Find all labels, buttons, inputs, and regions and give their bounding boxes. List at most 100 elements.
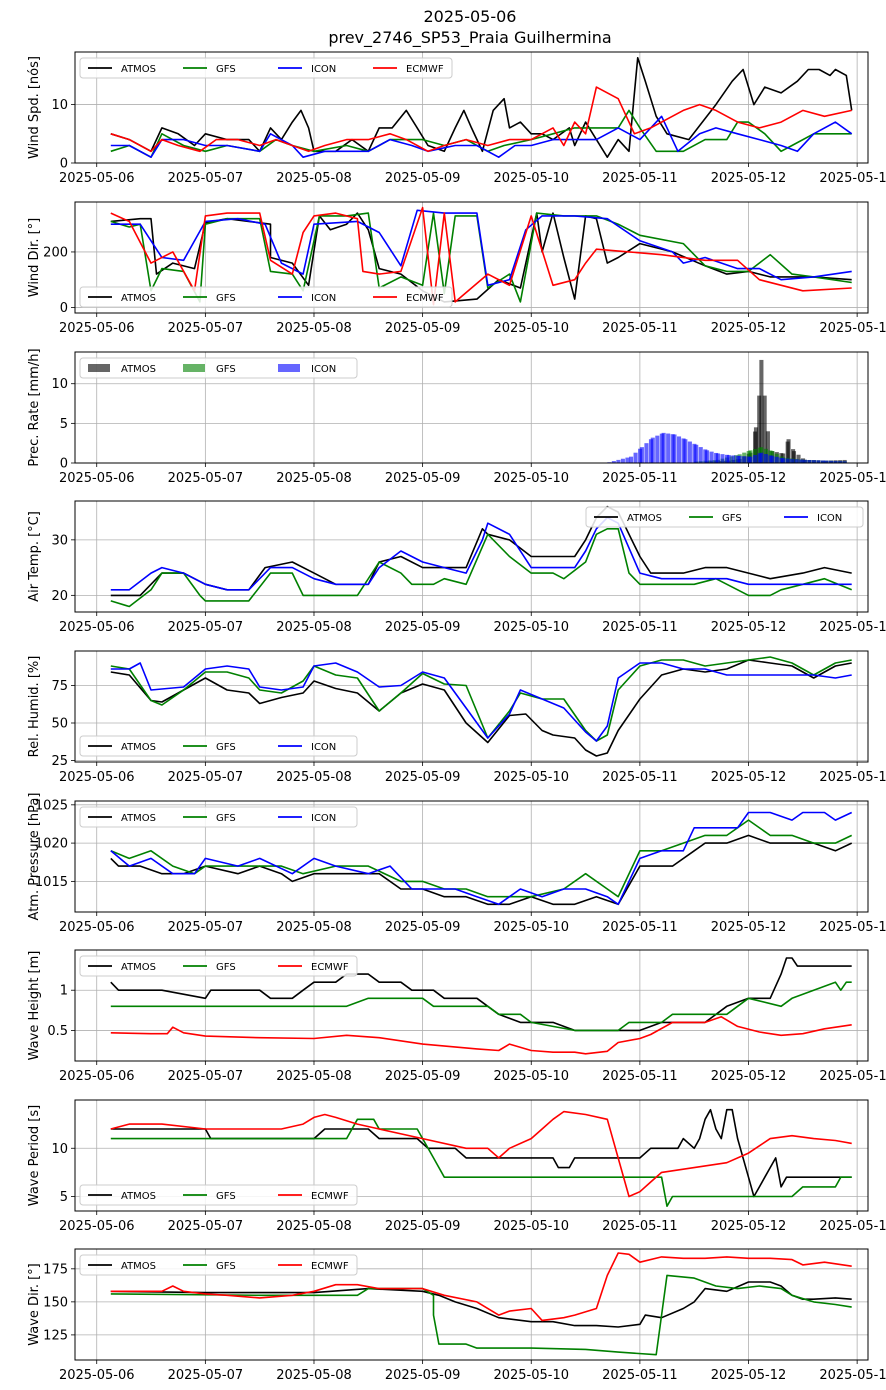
figure-title: 2025-05-06 <box>423 7 517 26</box>
x-tick-label: 2025-05-06 <box>59 1219 135 1234</box>
y-tick-label: 1015 <box>35 875 68 890</box>
y-tick-label: 10 <box>51 1142 68 1157</box>
precip-bar <box>786 439 791 463</box>
y-tick-label: 1 <box>60 984 68 999</box>
legend: ATMOS GFS ECMWF <box>79 1184 358 1206</box>
x-tick-label: 2025-05-12 <box>711 471 787 486</box>
x-tick-label: 2025-05-09 <box>385 1069 461 1084</box>
precip-bar <box>698 447 703 463</box>
precip-bar <box>639 447 644 463</box>
x-tick-label: 2025-05-09 <box>385 321 461 336</box>
x-tick-label: 2025-05-13 <box>819 620 886 635</box>
precip-bar <box>833 460 838 463</box>
precip-bar <box>650 437 655 463</box>
series-line-gfs <box>110 819 853 898</box>
plot-area <box>607 359 847 463</box>
x-tick-label: 2025-05-09 <box>385 620 461 635</box>
y-tick-label: 175 <box>43 1262 68 1277</box>
axes-frame <box>74 800 869 913</box>
x-tick-label: 2025-05-06 <box>59 171 135 186</box>
x-tick-label: 2025-05-07 <box>168 1368 244 1383</box>
legend-label: GFS <box>216 742 236 753</box>
x-tick-label: 2025-05-12 <box>711 1219 787 1234</box>
x-tick-label: 2025-05-12 <box>711 920 787 935</box>
y-tick-label: 50 <box>51 717 68 732</box>
legend: ATMOS GFS ICON ECMWF <box>79 286 453 308</box>
x-tick-label: 2025-05-12 <box>711 620 787 635</box>
x-tick-label: 2025-05-11 <box>602 1368 678 1383</box>
x-tick-label: 2025-05-09 <box>385 1219 461 1234</box>
panel-5: 25 50 75 2025-05-06 2025-05-07 2025-05-08 2025… <box>27 650 886 785</box>
series-line-gfs <box>110 1274 852 1356</box>
precip-bar <box>666 433 671 463</box>
series-line-atmos <box>110 1281 852 1328</box>
axes-frame <box>74 949 869 1062</box>
y-tick-label: 5 <box>60 417 68 432</box>
x-tick-label: 2025-05-10 <box>493 1219 569 1234</box>
panel-4: 20 30 2025-05-06 2025-05-07 2025-05-08 2025-0… <box>27 500 886 635</box>
precip-bar <box>705 450 710 463</box>
x-tick-label: 2025-05-06 <box>59 471 135 486</box>
y-axis-label: Prec. Rate [mm/h] <box>27 348 42 466</box>
precip-bar <box>720 454 725 463</box>
x-tick-label: 2025-05-10 <box>493 620 569 635</box>
x-tick-label: 2025-05-13 <box>819 1069 886 1084</box>
panel-1: 0 10 2025-05-06 2025-05-07 2025-05-08 2025-05… <box>27 51 886 186</box>
x-tick-label: 2025-05-06 <box>59 1069 135 1084</box>
x-tick-label: 2025-05-08 <box>276 770 352 785</box>
precip-bar <box>629 456 634 463</box>
series-line-ecmwf <box>110 206 852 306</box>
precip-bar <box>791 451 797 463</box>
series-line-atmos <box>110 834 853 906</box>
legend-label: ATMOS <box>121 1261 156 1272</box>
legend: ATMOS GFS ICON <box>585 506 864 528</box>
legend-box <box>79 955 358 977</box>
legend-label: ICON <box>817 513 842 524</box>
figure-title-block: 2025-05-06 prev_2746_SP53_Praia Guilherm… <box>0 6 886 48</box>
y-tick-label: 20 <box>51 589 68 604</box>
legend-label: GFS <box>722 513 742 524</box>
legend: ATMOS GFS ICON <box>79 735 358 757</box>
x-tick-label: 2025-05-09 <box>385 471 461 486</box>
legend-box <box>79 1184 358 1206</box>
x-tick-label: 2025-05-12 <box>711 1368 787 1383</box>
y-tick-label: 0.5 <box>47 1024 68 1039</box>
x-tick-label: 2025-05-13 <box>819 920 886 935</box>
legend-label: GFS <box>216 293 236 304</box>
legend-label: ATMOS <box>121 364 156 375</box>
legend-box <box>79 806 358 828</box>
precip-bar <box>616 459 621 463</box>
legend-label: ATMOS <box>121 813 156 824</box>
x-tick-label: 2025-05-07 <box>168 1069 244 1084</box>
legend: ATMOS GFS ECMWF <box>79 1254 358 1276</box>
panel-9: 125 150 175 2025-05-06 2025-05-07 2025-05-08 2… <box>27 1248 886 1383</box>
y-tick-label: 200 <box>43 245 68 260</box>
precip-bar <box>762 395 767 463</box>
precip-bar <box>757 395 762 463</box>
x-tick-label: 2025-05-13 <box>819 1219 886 1234</box>
precip-bar <box>672 434 677 463</box>
legend-label: ATMOS <box>121 293 156 304</box>
x-tick-label: 2025-05-07 <box>168 321 244 336</box>
x-tick-label: 2025-05-08 <box>276 620 352 635</box>
series-line-atmos <box>110 957 852 1032</box>
legend: ATMOS GFS ICON ECMWF <box>79 57 453 79</box>
x-tick-label: 2025-05-08 <box>276 1219 352 1234</box>
precip-bar <box>770 455 775 463</box>
precip-bar <box>683 439 688 463</box>
series-line-atmos <box>110 57 853 158</box>
x-tick-label: 2025-05-08 <box>276 1368 352 1383</box>
precip-bar <box>759 452 764 463</box>
x-tick-label: 2025-05-08 <box>276 471 352 486</box>
legend-swatch <box>278 364 300 372</box>
legend-label: ECMWF <box>311 962 349 973</box>
panel-2: 0 200 2025-05-06 2025-05-07 2025-05-08 2025-0… <box>27 201 886 336</box>
legend-label: GFS <box>216 962 236 973</box>
x-tick-label: 2025-05-06 <box>59 770 135 785</box>
x-tick-label: 2025-05-11 <box>602 620 678 635</box>
y-tick-label: 5 <box>60 1190 68 1205</box>
x-tick-label: 2025-05-10 <box>493 1368 569 1383</box>
series-line-ecmwf <box>110 1252 852 1322</box>
precip-bar <box>763 454 768 463</box>
